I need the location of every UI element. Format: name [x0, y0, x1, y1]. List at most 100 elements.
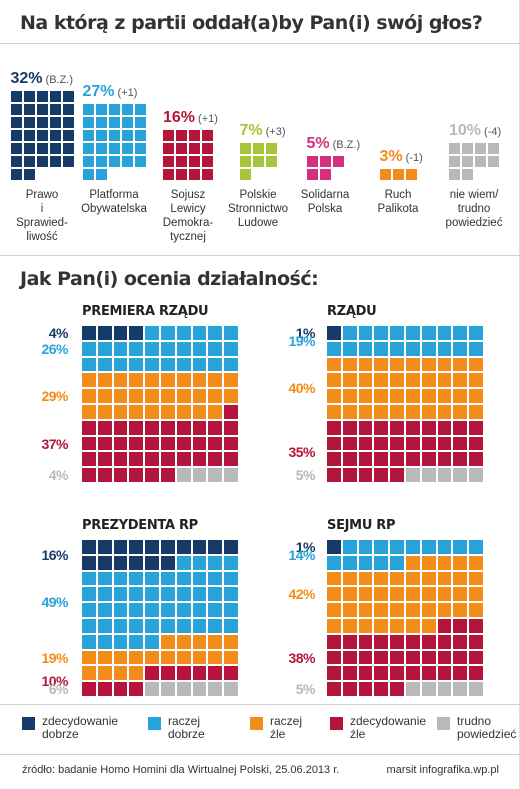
- waffle-square: [453, 389, 468, 403]
- waffle-grid-3: [82, 540, 238, 696]
- waffle-square: [113, 389, 128, 403]
- party-square: [202, 130, 213, 141]
- party-bar-4: [239, 143, 277, 180]
- party-bar-1: [10, 91, 74, 180]
- waffle-square: [176, 436, 191, 451]
- waffle-square: [82, 420, 96, 435]
- waffle-square: [327, 404, 341, 419]
- legend-label-line: dobrze: [168, 727, 205, 741]
- waffle-square: [208, 603, 223, 617]
- waffle-square: [405, 540, 420, 554]
- waffle-square: [113, 540, 128, 554]
- waffle-square: [421, 389, 436, 403]
- waffle-square: [97, 326, 112, 340]
- waffle-square: [358, 571, 373, 586]
- party-square: [319, 169, 331, 180]
- waffle-square: [224, 436, 238, 451]
- waffle-square: [129, 682, 144, 696]
- waffle-square: [97, 404, 112, 419]
- waffle-square: [469, 555, 483, 570]
- party-square: [10, 169, 22, 180]
- waffle-square: [192, 373, 207, 388]
- waffle-square: [342, 650, 357, 665]
- waffle-square: [129, 468, 144, 482]
- party-name-7: nie wiem/trudno powiedzieć: [434, 188, 514, 230]
- waffle-square: [453, 357, 468, 372]
- waffle-square: [421, 571, 436, 586]
- waffle-square: [390, 357, 404, 372]
- waffle-square: [342, 373, 357, 388]
- party-square: [23, 91, 35, 102]
- waffle-value-label: 1%: [295, 325, 316, 341]
- party-square: [176, 130, 187, 141]
- waffle-square: [358, 326, 373, 340]
- waffle-square: [453, 571, 468, 586]
- party-square: [23, 104, 35, 115]
- waffle-square: [390, 389, 404, 403]
- waffle-square: [176, 373, 191, 388]
- waffle-value-label: 38%: [288, 649, 315, 666]
- waffle-square: [453, 682, 468, 696]
- waffle-square: [192, 571, 207, 586]
- waffle-square: [374, 468, 389, 482]
- waffle-square: [327, 682, 341, 696]
- waffle-square: [421, 373, 436, 388]
- section-divider: [0, 255, 520, 256]
- waffle-square: [390, 373, 404, 388]
- waffle-square: [437, 389, 452, 403]
- party-name-line: Obywatelska: [81, 203, 147, 215]
- party-square: [462, 156, 473, 167]
- party-name-3: Sojusz Lewicy Demokra-tycznej: [148, 188, 228, 244]
- waffle-square: [437, 357, 452, 372]
- waffle-square: [342, 389, 357, 403]
- party-name-1: Prawo i Sprawied-liwość: [2, 188, 82, 244]
- party-value-7: 10% (-4): [449, 122, 501, 140]
- waffle-square: [405, 468, 420, 482]
- waffle-square: [327, 650, 341, 665]
- waffle-square: [160, 587, 175, 602]
- waffle-square: [374, 326, 389, 340]
- waffle-square: [421, 682, 436, 696]
- waffle-square: [192, 587, 207, 602]
- legend-swatch: [148, 717, 161, 730]
- waffle-square: [405, 603, 420, 617]
- waffle-square: [192, 436, 207, 451]
- party-square: [462, 143, 473, 154]
- waffle-square: [421, 468, 436, 482]
- party-value-2: 27% (+1): [83, 83, 138, 101]
- waffle-square: [113, 650, 128, 665]
- waffle-square: [224, 634, 238, 649]
- party-square: [488, 143, 499, 154]
- party-change-label: (B.Z.): [332, 139, 361, 151]
- waffle-value-label: 4%: [48, 325, 69, 341]
- waffle-square: [82, 587, 96, 602]
- party-square: [189, 130, 200, 141]
- waffle-square: [145, 326, 159, 340]
- waffle-square: [82, 468, 96, 482]
- waffle-square: [176, 420, 191, 435]
- waffle-square: [374, 373, 389, 388]
- waffle-square: [192, 389, 207, 403]
- waffle-grid-2: [327, 326, 483, 482]
- waffle-square: [390, 682, 404, 696]
- waffle-value-label: 16%: [41, 546, 68, 563]
- legend-label-line: raczej: [270, 714, 303, 728]
- waffle-square: [374, 404, 389, 419]
- party-change-label: (+3): [265, 126, 286, 138]
- waffle-square: [208, 404, 223, 419]
- waffle-square: [453, 587, 468, 602]
- waffle-square: [405, 571, 420, 586]
- waffle-square: [145, 468, 159, 482]
- waffle-square: [145, 452, 159, 467]
- waffle-square: [129, 603, 144, 617]
- waffle-square: [129, 389, 144, 403]
- waffle-square: [208, 436, 223, 451]
- party-square: [163, 130, 174, 141]
- party-square: [95, 156, 107, 167]
- party-square: [176, 143, 187, 154]
- party-square: [82, 156, 94, 167]
- waffle-square: [421, 540, 436, 554]
- waffle-square: [224, 666, 238, 681]
- party-square: [10, 156, 22, 167]
